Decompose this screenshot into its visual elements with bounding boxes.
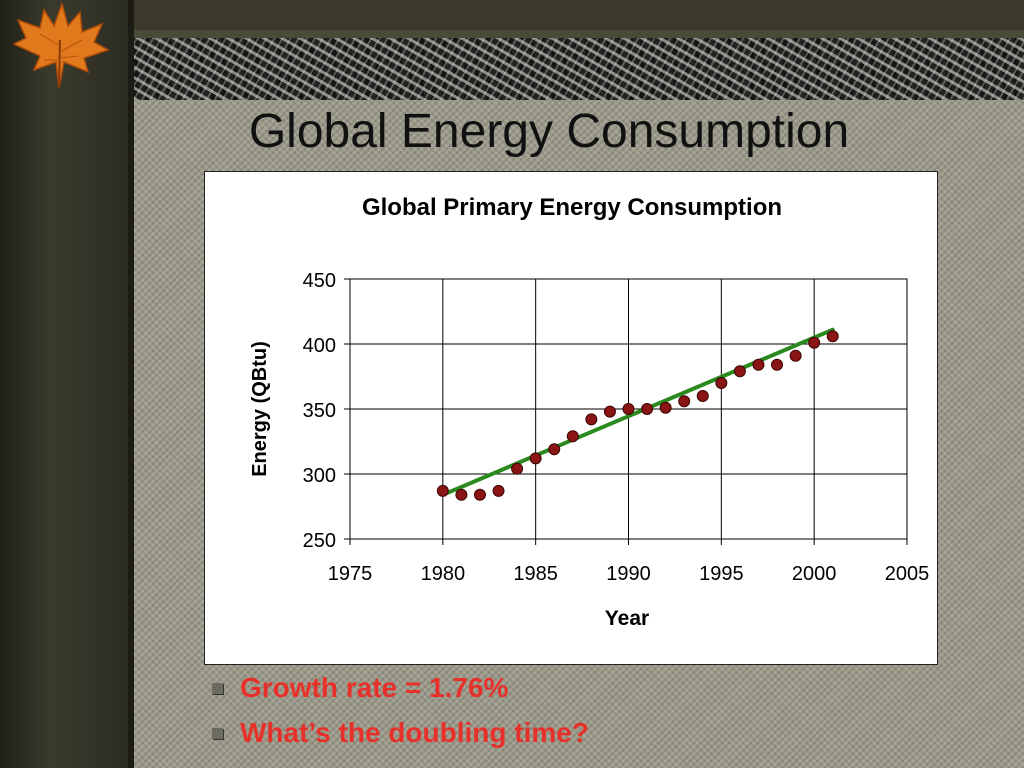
data-point [622,403,635,415]
data-point [771,358,784,371]
maple-leaf-icon [12,1,110,89]
data-point [808,336,821,349]
data-point [659,401,672,414]
bullet-growth-rate: Growth rate = 1.76% [212,672,508,704]
y-tick-label: 350 [303,400,336,422]
chart-container: Global Primary Energy Consumption Year E… [204,171,938,665]
data-point [511,462,524,475]
data-point [789,349,802,362]
x-tick-label: 1975 [328,563,373,585]
data-point [752,358,765,371]
square-bullet-icon [212,682,223,694]
data-point [585,413,598,426]
bullet-text-growth-rate: Growth rate = 1.76% [240,672,509,703]
y-tick-label: 250 [303,530,336,552]
bullet-doubling-time: What’s the doubling time? [212,717,589,749]
x-axis-label: Year [605,607,649,630]
data-point [473,488,486,501]
trend-line [440,327,835,497]
scatter-chart: Global Primary Energy Consumption Year E… [249,194,930,630]
x-tick-label: 1990 [606,563,651,585]
top-strip [0,0,1024,30]
data-point [696,390,709,402]
y-tick-label: 400 [303,335,336,357]
data-point [529,452,542,465]
x-tick-label: 1980 [421,563,466,585]
data-point [826,330,839,343]
data-point [566,430,579,443]
data-point [603,405,616,418]
y-tick-label: 300 [303,465,336,487]
data-point [733,365,746,378]
data-point [455,488,468,501]
y-axis-label: Energy (QBtu) [249,341,271,477]
left-sidebar-decoration [0,0,134,768]
data-point [641,403,654,415]
square-bullet-icon [212,727,223,739]
texture-band [134,38,1024,100]
x-tick-label: 1995 [699,563,744,585]
chart-title: Global Primary Energy Consumption [362,194,782,221]
data-point [548,443,561,456]
data-point [678,395,691,408]
data-point [715,377,728,389]
data-point [436,484,449,497]
data-point [492,484,505,497]
y-tick-label: 450 [303,270,336,292]
slide-title: Global Energy Consumption [248,105,850,158]
x-tick-label: 1985 [513,563,558,585]
x-tick-label: 2005 [885,563,930,585]
x-tick-label: 2000 [792,563,837,585]
bullet-text-doubling-time: What’s the doubling time? [240,717,589,748]
